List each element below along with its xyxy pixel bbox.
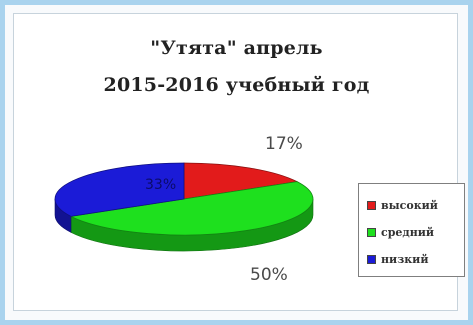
legend-swatch-high bbox=[367, 201, 376, 210]
chart-title: "Утята" апрель bbox=[150, 37, 323, 59]
slice-medium bbox=[69, 181, 314, 236]
slice-high bbox=[183, 162, 299, 200]
data-label-low: 33% bbox=[145, 177, 177, 193]
pie-slices bbox=[54, 162, 314, 236]
legend-label-medium: средний bbox=[381, 226, 435, 239]
legend-label-high: высокий bbox=[381, 199, 438, 212]
data-label-medium: 50% bbox=[250, 265, 288, 285]
slice-low bbox=[54, 162, 185, 217]
legend: высокий средний низкий bbox=[358, 183, 465, 277]
legend-item-high: высокий bbox=[367, 192, 464, 219]
legend-swatch-low bbox=[367, 255, 376, 264]
legend-label-low: низкий bbox=[381, 253, 429, 266]
legend-swatch-medium bbox=[367, 228, 376, 237]
legend-item-low: низкий bbox=[367, 246, 464, 273]
legend-item-medium: средний bbox=[367, 219, 464, 246]
data-label-high: 17% bbox=[265, 134, 303, 154]
chart-subtitle: 2015-2016 учебный год bbox=[103, 74, 370, 96]
